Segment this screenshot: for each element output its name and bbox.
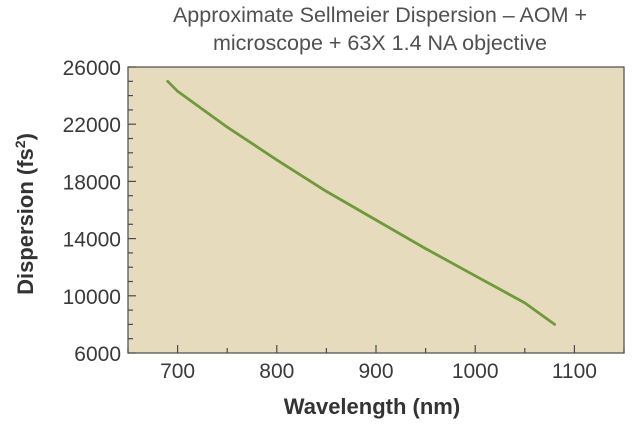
y-tick-label: 10000 [63, 286, 121, 309]
x-tick-labels: 700 800 900 1000 1100 [160, 360, 597, 383]
x-tick-label: 1100 [552, 360, 597, 383]
y-tick-labels: 6000 10000 14000 18000 22000 26000 [63, 57, 121, 366]
y-tick-label: 22000 [63, 114, 121, 137]
y-tick-label: 18000 [63, 171, 121, 194]
y-tick-label: 14000 [63, 229, 121, 252]
y-tick-label: 26000 [63, 57, 121, 80]
chart-title-line-2: microscope + 63X 1.4 NA objective [212, 31, 548, 55]
x-tick-label: 800 [259, 360, 294, 383]
chart-title-line-1: Approximate Sellmeier Dispersion – AOM + [172, 3, 588, 27]
x-axis-title: Wavelength (nm) [284, 394, 460, 419]
x-tick-label: 900 [358, 360, 393, 383]
y-tick-label: 6000 [74, 343, 121, 366]
dispersion-line [166, 79, 556, 326]
axis-ticks [127, 66, 625, 354]
x-tick-label: 1000 [452, 360, 499, 383]
y-axis-title: Dispersion (fs2) [12, 133, 38, 295]
x-tick-label: 700 [160, 360, 195, 383]
